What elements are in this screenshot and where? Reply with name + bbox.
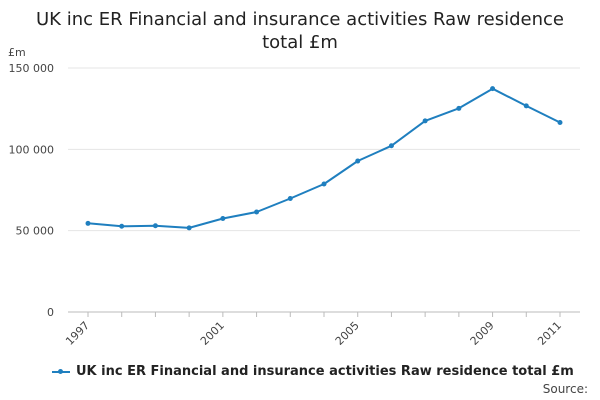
legend[interactable]: UK inc ER Financial and insurance activi… xyxy=(52,364,574,379)
data-point xyxy=(119,223,125,229)
data-point xyxy=(422,118,428,124)
data-point xyxy=(388,143,394,149)
legend-line-icon xyxy=(52,368,70,374)
data-point xyxy=(85,220,91,226)
data-point xyxy=(490,86,496,92)
data-point xyxy=(523,103,529,109)
x-tick-label: 2011 xyxy=(535,319,564,348)
x-tick-label: 2009 xyxy=(468,319,497,348)
chart-title-line-2: total £m xyxy=(262,32,338,53)
data-point xyxy=(287,195,293,201)
series-group xyxy=(85,86,563,231)
y-tick-label: 0 xyxy=(47,306,54,319)
y-tick-label: 100 000 xyxy=(9,143,55,156)
data-point xyxy=(220,215,226,221)
data-point xyxy=(254,209,260,215)
chart-title: UK inc ER Financial and insurance activi… xyxy=(0,8,600,54)
x-axis: 1997 2001 2005 2009 2011 xyxy=(63,312,564,348)
x-tick-label: 1997 xyxy=(63,319,92,348)
x-tick-label: 2001 xyxy=(198,319,227,348)
series-line xyxy=(87,87,561,229)
y-axis-unit-label: £m xyxy=(8,46,26,59)
grid-lines xyxy=(68,67,580,313)
chart-title-line-1: UK inc ER Financial and insurance activi… xyxy=(36,9,564,30)
x-tick-label: 2005 xyxy=(333,319,362,348)
legend-label: UK inc ER Financial and insurance activi… xyxy=(76,364,574,379)
y-axis: £m 0 50 000 100 000 150 000 xyxy=(8,46,54,319)
y-tick-label: 50 000 xyxy=(16,225,55,238)
y-tick-label: 150 000 xyxy=(9,62,55,75)
data-point xyxy=(186,225,192,231)
data-point xyxy=(355,158,361,164)
data-point xyxy=(152,223,158,229)
data-point xyxy=(321,181,327,187)
source-label: Source: xyxy=(542,382,588,396)
data-point xyxy=(557,119,563,125)
data-point xyxy=(456,105,462,111)
